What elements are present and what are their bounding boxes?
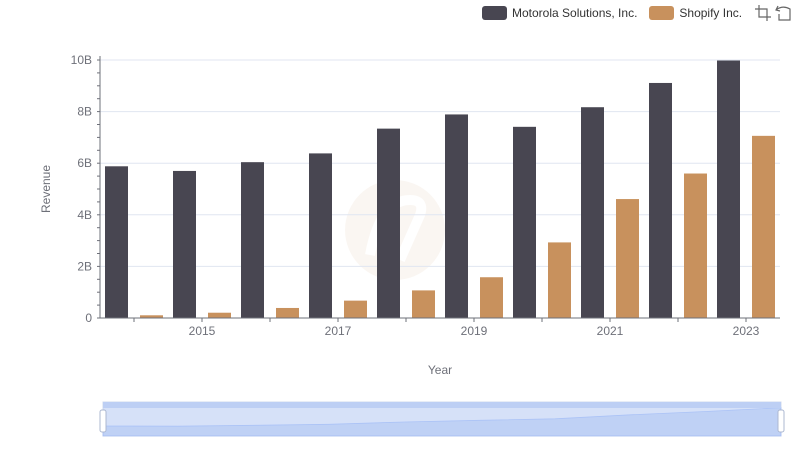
x-axis-label: Year <box>428 363 452 377</box>
legend-label-shopify: Shopify Inc. <box>679 6 743 20</box>
bar-shopify-2016[interactable] <box>276 307 299 318</box>
toolbox <box>752 4 792 22</box>
bar-shopify-2022[interactable] <box>684 173 707 318</box>
data-zoom-handle-left[interactable] <box>99 409 107 433</box>
bar-motorola-2020[interactable] <box>513 126 536 319</box>
x-tick-label: 2023 <box>733 324 760 338</box>
bar-motorola-2022[interactable] <box>649 82 672 318</box>
y-tick-label: 4B <box>77 208 92 222</box>
bar-motorola-2019[interactable] <box>445 114 468 318</box>
y-tick-label: 10B <box>71 53 92 67</box>
x-tick-label: 2021 <box>597 324 624 338</box>
y-axis-label: Revenue <box>39 165 53 213</box>
bar-shopify-2014[interactable] <box>140 315 163 318</box>
y-tick-label: 0 <box>85 311 92 325</box>
y-tick-label: 6B <box>77 156 92 170</box>
legend-item-shopify[interactable]: Shopify Inc. <box>649 6 742 20</box>
x-tick-label: 2017 <box>325 324 352 338</box>
bar-shopify-2017[interactable] <box>344 300 367 318</box>
x-tick-label: 2019 <box>461 324 488 338</box>
zoom-icon[interactable] <box>754 4 772 22</box>
bar-motorola-2017[interactable] <box>309 153 332 318</box>
bar-shopify-2020[interactable] <box>548 242 571 318</box>
data-zoom-handle-right[interactable] <box>777 409 785 433</box>
bar-shopify-2021[interactable] <box>616 199 639 318</box>
legend: Motorola Solutions, Inc. Shopify Inc. <box>482 4 792 22</box>
y-tick-label: 8B <box>77 105 92 119</box>
data-zoom-selection[interactable] <box>103 402 781 436</box>
legend-label-motorola: Motorola Solutions, Inc. <box>512 6 638 20</box>
bar-motorola-2018[interactable] <box>377 128 400 318</box>
bar-motorola-2016[interactable] <box>241 162 264 318</box>
bar-motorola-2023[interactable] <box>717 60 740 319</box>
legend-item-motorola[interactable]: Motorola Solutions, Inc. <box>482 6 637 20</box>
bar-shopify-2018[interactable] <box>412 290 435 318</box>
bar-shopify-2023[interactable] <box>752 135 775 318</box>
legend-swatch-shopify <box>649 6 675 20</box>
y-tick-label: 2B <box>77 259 92 273</box>
data-zoom-move-handle[interactable] <box>103 402 781 408</box>
bar-motorola-2015[interactable] <box>173 170 196 318</box>
legend-swatch-motorola <box>482 6 507 20</box>
bar-motorola-2021[interactable] <box>581 107 604 319</box>
reset-zoom-icon[interactable] <box>774 4 792 22</box>
x-tick-label: 2015 <box>189 324 216 338</box>
data-zoom-slider[interactable] <box>99 401 785 437</box>
bar-shopify-2015[interactable] <box>208 312 231 318</box>
bar-shopify-2019[interactable] <box>480 277 503 318</box>
bar-motorola-2014[interactable] <box>105 166 128 318</box>
